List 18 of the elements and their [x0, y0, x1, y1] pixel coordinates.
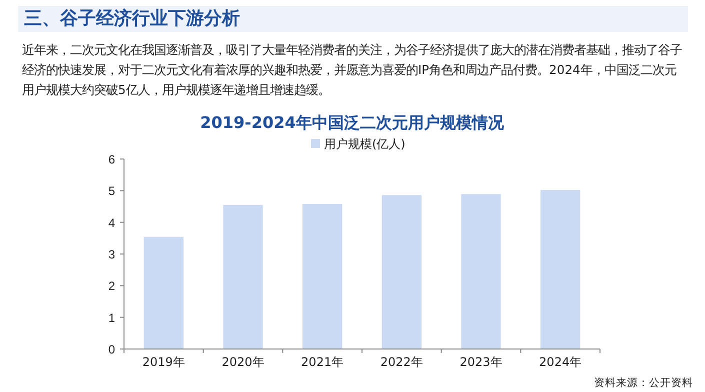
y-tick-label: 3 [108, 248, 116, 262]
y-tick-label: 1 [108, 310, 116, 325]
y-tick-label: 6 [108, 152, 116, 166]
y-tick-label: 5 [108, 184, 116, 198]
legend-label: 用户规模(亿人) [324, 137, 406, 151]
x-tick-label: 2023年 [460, 355, 502, 369]
y-tick-label: 4 [108, 216, 116, 230]
y-tick-label: 2 [108, 279, 116, 294]
x-tick-label: 2019年 [142, 355, 185, 369]
source: 资料来源：公开资料 [594, 376, 693, 390]
paragraph: 近年来，二次元文化在我国逐渐普及，吸引了大量年轻消费者的关注，为谷子经济提供了庞大的潜在消费者基础，推动了谷子经济的快速发展，对于二次元文化有着浓厚的兴趣和热爱，并愿意为喜爱的IP角色和周边产品付费。2024年，中国泛二次元用户规模大约突破5亿人，用户规模逐年递增且增速趋缓。 [22, 42, 683, 99]
title: 2019-2024年中国泛二次元用户规模情况 [200, 113, 504, 132]
y-tick-label: 0 [108, 342, 116, 356]
x-tick-label: 2022年 [380, 355, 423, 369]
x-tick-label: 2020年 [222, 355, 264, 369]
header: 三、谷子经济行业下游分析 [18, 6, 688, 32]
x-tick-label: 2024年 [539, 355, 582, 369]
x-tick-label: 2021年 [301, 355, 344, 369]
